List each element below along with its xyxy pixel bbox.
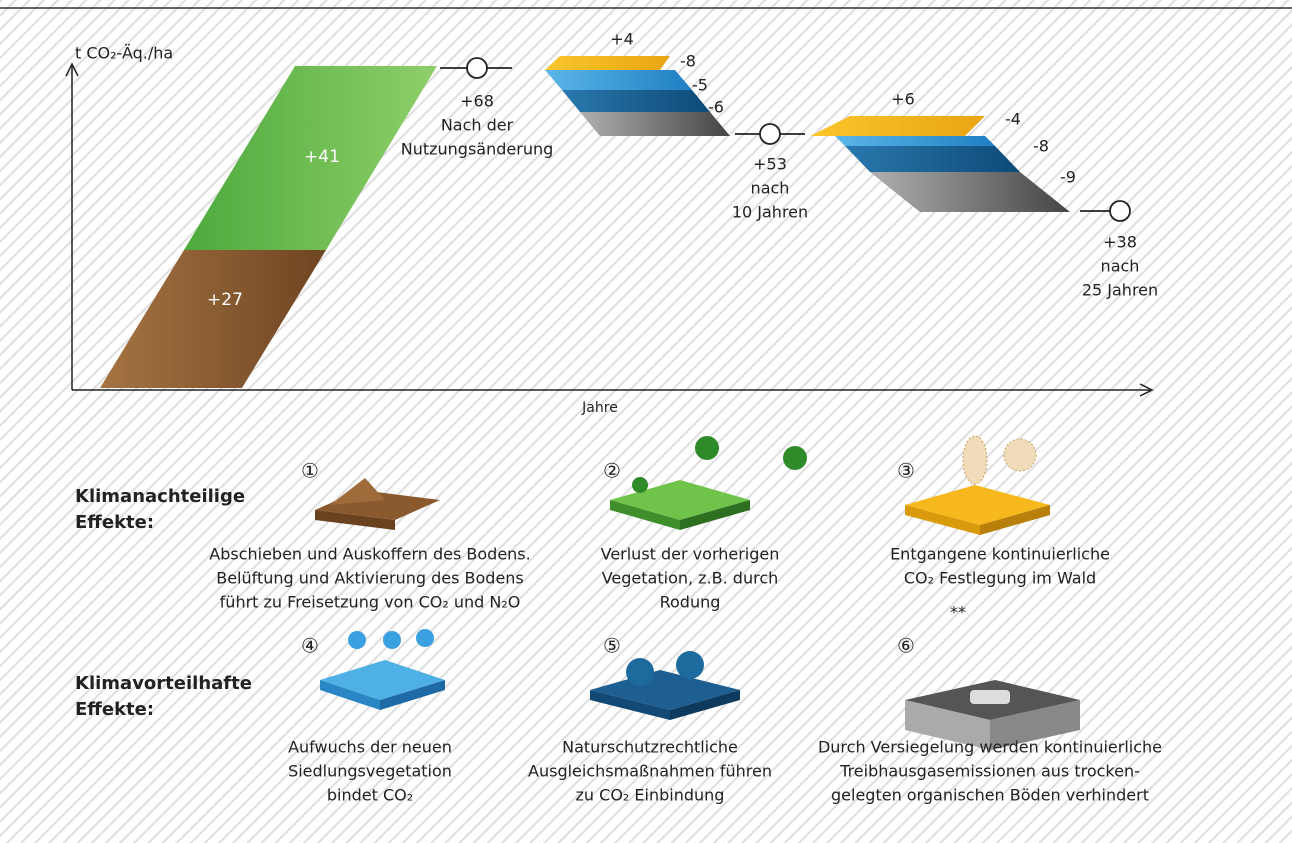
- effect-text: Belüftung und Aktivierung des Bodens: [216, 569, 524, 588]
- loss-label: -5: [692, 76, 708, 95]
- effect-text: gelegten organischen Böden verhindert: [831, 786, 1149, 805]
- loss-label: -6: [708, 98, 724, 117]
- vegetation-bar: [184, 66, 437, 250]
- effect-number: ⑥: [897, 634, 915, 658]
- loss-label: -8: [680, 52, 696, 71]
- soil-label: +27: [207, 290, 243, 310]
- stage2: [810, 116, 1070, 212]
- gain-label: +6: [891, 90, 915, 109]
- effect-number: ①: [301, 459, 319, 483]
- effect-heading: Klimanachteilige: [75, 486, 245, 507]
- effect-text: Aufwuchs der neuen: [288, 738, 452, 757]
- effect-text: Ausgleichsmaßnahmen führen: [528, 762, 772, 781]
- milestone-label: Nutzungsänderung: [401, 140, 554, 159]
- soil-bar: [100, 250, 326, 388]
- effect-text: Abschieben und Auskoffern des Bodens.: [209, 545, 530, 564]
- stage1: [545, 56, 730, 136]
- milestone-label: 10 Jahren: [732, 203, 808, 222]
- effect-text: Naturschutzrechtliche: [562, 738, 738, 757]
- effect-text: bindet CO₂: [327, 786, 413, 805]
- effect-text: Siedlungsvegetation: [288, 762, 452, 781]
- x-axis-label: Jahre: [581, 400, 618, 416]
- effect-text: Vegetation, z.B. durch: [602, 569, 779, 588]
- effect-text: Entgangene kontinuierliche: [890, 545, 1110, 564]
- connectors: [440, 57, 1131, 222]
- effect-heading: Klimavorteilhafte: [75, 673, 252, 694]
- milestone-value: +38: [1103, 233, 1137, 252]
- milestone-label: 25 Jahren: [1082, 281, 1158, 300]
- effect-number: ②: [603, 459, 621, 483]
- effect-text: CO₂ Festlegung im Wald: [904, 569, 1096, 588]
- effect-number: ⑤: [603, 634, 621, 658]
- vegetation-label: +41: [304, 147, 340, 167]
- gain-label: +4: [610, 30, 634, 49]
- effect-text: Rodung: [660, 593, 721, 612]
- effect-text: Durch Versiegelung werden kontinuierlich…: [818, 738, 1162, 757]
- note-marker: **: [950, 603, 966, 622]
- y-axis-label: t CO₂-Äq./ha: [75, 44, 173, 63]
- effect-text: führt zu Freisetzung von CO₂ und N₂O: [220, 593, 521, 612]
- icons: [315, 435, 1080, 750]
- effect-heading: Effekte:: [75, 699, 154, 720]
- milestone-value: +53: [753, 155, 787, 174]
- loss-label: -9: [1060, 168, 1076, 187]
- loss-label: -8: [1033, 137, 1049, 156]
- milestone-label: Nach der: [441, 116, 514, 135]
- effect-text: zu CO₂ Einbindung: [576, 786, 725, 805]
- milestone-label: nach: [1101, 257, 1140, 276]
- effect-text: Treibhausgasemissionen aus trocken-: [839, 762, 1140, 781]
- axes: [65, 62, 1154, 397]
- milestone-value: +68: [460, 92, 494, 111]
- effect-number: ③: [897, 459, 915, 483]
- effect-heading: Effekte:: [75, 512, 154, 533]
- milestone-label: nach: [751, 179, 790, 198]
- loss-label: -4: [1005, 110, 1021, 129]
- effect-number: ④: [301, 634, 319, 658]
- effect-text: Verlust der vorherigen: [601, 545, 780, 564]
